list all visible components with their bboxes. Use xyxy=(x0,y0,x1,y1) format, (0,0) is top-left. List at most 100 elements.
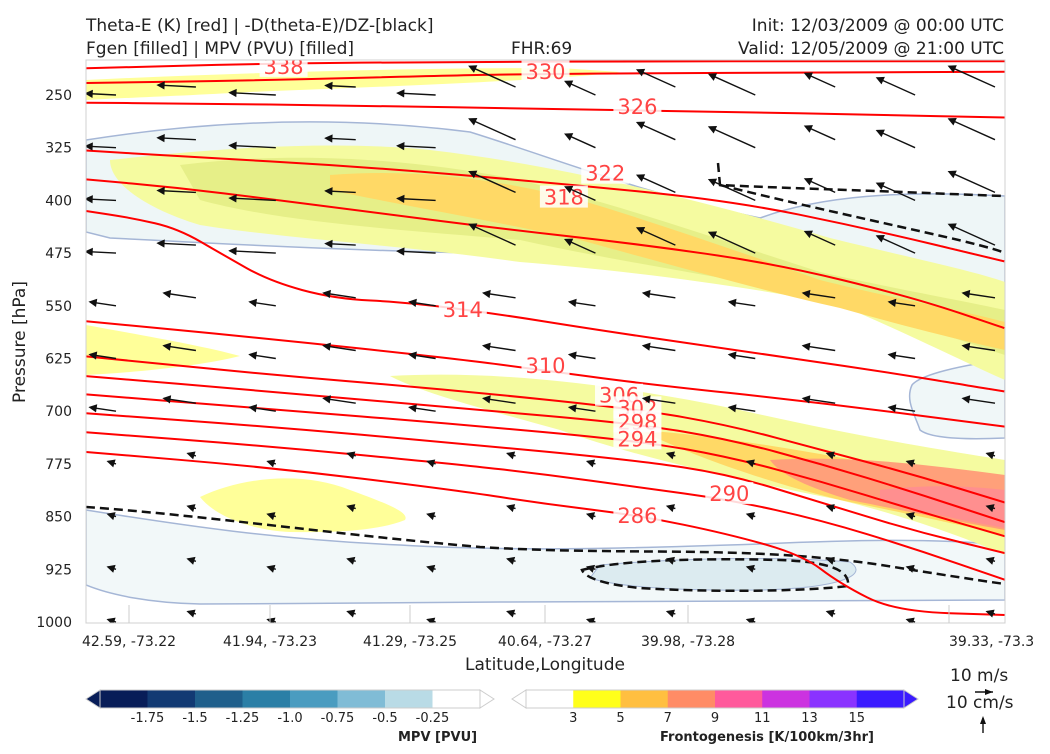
wind-vector-head xyxy=(665,609,675,618)
wind-vector xyxy=(876,77,916,96)
theta-e-label-bg xyxy=(521,354,570,377)
wind-vector-head xyxy=(707,178,718,187)
wind-vector-head xyxy=(905,564,915,573)
wind-vector xyxy=(948,223,996,246)
wind-vector-head xyxy=(186,504,196,513)
wind-vector xyxy=(229,92,276,96)
wind-vector-head xyxy=(567,351,577,360)
colorbar-tick-label: -1.75 xyxy=(131,711,165,726)
wind-vector xyxy=(637,227,676,246)
wind-vector-head xyxy=(825,504,835,513)
wind-vector xyxy=(948,65,996,88)
wind-vector-head xyxy=(186,609,196,618)
wind-vector-head xyxy=(961,395,971,404)
wind-vector-head xyxy=(324,81,333,90)
wind-vector-head xyxy=(506,609,516,618)
x-tick-label: 39.98, -73.28 xyxy=(641,634,735,650)
wind-vector xyxy=(708,126,756,149)
dthetae-dz-contour-right xyxy=(719,183,1005,255)
wind-vector-head xyxy=(266,564,276,573)
theta-e-label-294: 294 xyxy=(617,427,657,451)
wind-vector xyxy=(469,171,516,194)
theta-e-contour-294 xyxy=(86,412,1005,555)
wind-vector-head xyxy=(86,247,93,257)
wind-vector xyxy=(469,223,516,246)
wind-vector-head xyxy=(635,174,646,182)
wind-vector-head xyxy=(985,556,995,565)
y-tick-label: 925 xyxy=(45,562,72,578)
dthetae-dz-contour-low xyxy=(86,505,1005,586)
colorbar-extend-left xyxy=(511,689,527,709)
wind-vector-head xyxy=(825,609,835,618)
theta-e-label-322: 322 xyxy=(585,162,625,186)
wind-vector-head xyxy=(745,512,755,521)
wind-vector-head xyxy=(324,134,333,143)
wind-vector-head xyxy=(803,125,813,133)
wind-vector-head xyxy=(106,459,116,468)
wind-vector-head xyxy=(985,609,995,618)
wind-vector-head xyxy=(875,129,885,138)
wind-vector-head xyxy=(426,617,436,623)
y-tick-label: 325 xyxy=(45,141,72,157)
wind-vector-head xyxy=(961,342,971,351)
wind-vector-head xyxy=(961,289,971,299)
wind-vector-head xyxy=(156,134,165,143)
wind-vector-head xyxy=(875,182,885,190)
mpv-colorbar-label: MPV [PVU] xyxy=(398,730,477,745)
colorbar-tick-label: -1.0 xyxy=(277,711,302,726)
fgen-band-left xyxy=(86,325,240,375)
wind-vector-head xyxy=(426,459,436,468)
theta-e-label-bg xyxy=(613,503,662,526)
colorbar-tick-label: 9 xyxy=(711,711,719,726)
wind-vector-head xyxy=(707,73,718,81)
wind-vector xyxy=(876,182,916,202)
init-time: Init: 12/03/2009 @ 00:00 UTC xyxy=(752,16,1004,36)
wind-ref-vertical-arrowhead xyxy=(980,716,986,724)
wind-vector-head xyxy=(564,80,574,89)
y-tick-label: 550 xyxy=(45,299,72,315)
colorbar-tick-label: 13 xyxy=(801,711,818,726)
wind-vector-head xyxy=(426,564,436,573)
wind-vector-head xyxy=(106,617,116,623)
wind-vector-head xyxy=(803,177,813,186)
wind-vector-head xyxy=(665,504,675,513)
wind-vector-head xyxy=(248,351,258,360)
theta-e-label-bg xyxy=(259,60,308,77)
wind-vector-head xyxy=(803,72,813,81)
wind-vector-head xyxy=(947,65,957,73)
wind-vector-head xyxy=(468,223,478,231)
wind-vector-head xyxy=(745,459,755,468)
wind-vector-head xyxy=(665,451,675,460)
wind-vector-head xyxy=(228,141,237,150)
colorbar-swatch xyxy=(195,690,243,708)
theta-e-label-bg xyxy=(521,60,570,82)
theta-e-label-bg xyxy=(613,427,662,450)
wind-vector-head xyxy=(567,404,577,413)
fgen-colorbar: 3 5 7 9 11 13 15 xyxy=(511,689,919,726)
fgen-band-jet-core xyxy=(180,157,1005,355)
wind-vector-head xyxy=(564,238,574,247)
wind-vector-head xyxy=(408,298,417,307)
theta-e-label-330: 330 xyxy=(525,60,565,84)
y-axis: 250 325 400 475 550 625 700 775 850 925 1000 xyxy=(36,88,72,631)
colorbar-swatch xyxy=(385,690,433,708)
wind-vector-head xyxy=(228,247,237,256)
wind-vector xyxy=(948,118,996,141)
colorbar-outline xyxy=(525,689,905,709)
colorbar-swatch xyxy=(620,690,669,708)
wind-ref-horizontal-arrowhead xyxy=(985,689,993,695)
x-tick-label: 41.29, -73.25 xyxy=(363,634,457,650)
wind-vector-head xyxy=(947,223,957,231)
x-tick-label: 40.64, -73.27 xyxy=(498,634,592,650)
theta-e-label-314: 314 xyxy=(443,298,483,322)
y-tick-label: 625 xyxy=(45,352,72,368)
colorbar-tick-label: 5 xyxy=(616,711,624,726)
wind-ref-horizontal: 10 m/s xyxy=(950,666,1008,686)
colorbar-tick-label: -0.75 xyxy=(321,711,355,726)
colorbar-swatch xyxy=(147,690,196,708)
wind-vector-head xyxy=(324,239,333,249)
colorbar-tick-label: -1.25 xyxy=(226,711,260,726)
wind-ref-vertical: 10 cm/s xyxy=(946,693,1014,713)
